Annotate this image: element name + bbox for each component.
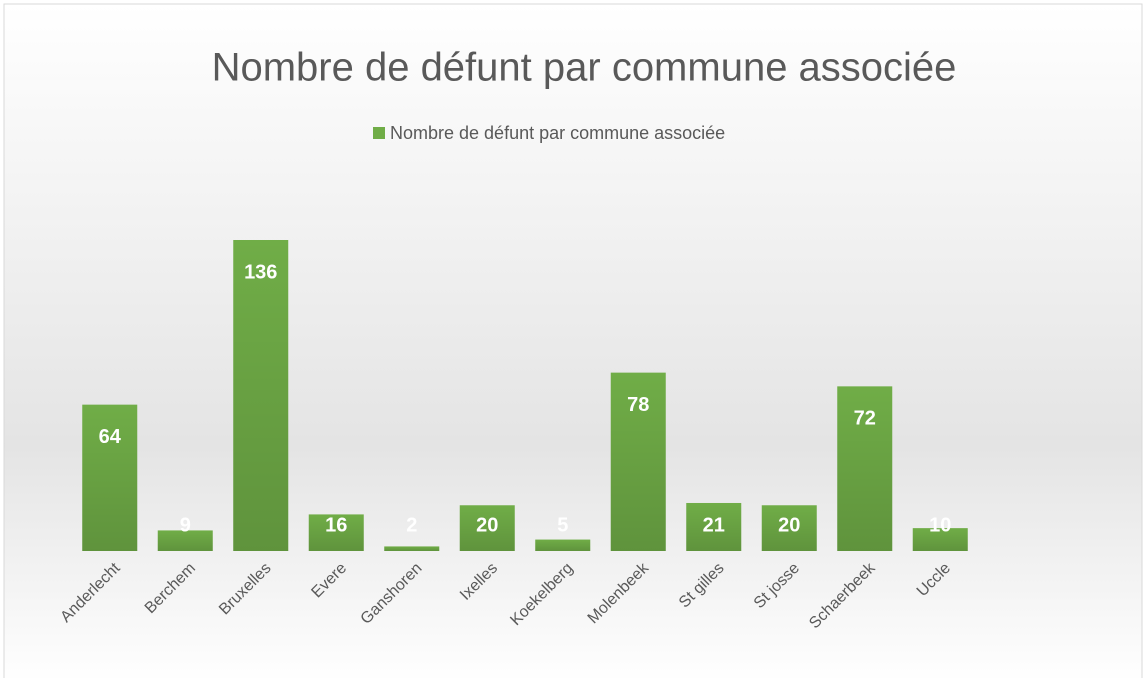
bar-shade [308,514,364,551]
data-label: 78 [627,394,649,416]
bar-shade [837,386,893,551]
data-label: 64 [99,426,122,448]
bar-shade [686,502,742,551]
data-label: 10 [929,514,951,536]
bar-shade [157,530,213,551]
bar-shade [610,372,666,551]
legend-label: Nombre de défunt par commune associée [390,123,725,143]
data-label: 9 [180,514,191,536]
bar-shade [82,404,138,551]
data-label: 136 [244,261,277,283]
chart-title: Nombre de défunt par commune associée [212,46,957,90]
data-label: 16 [325,514,347,536]
bar-shade [535,539,591,551]
chart-frame [3,3,1143,678]
bar-shade [233,240,289,551]
bar-shade [912,528,968,551]
data-label: 2 [406,514,417,536]
data-label: 20 [476,514,498,536]
legend: Nombre de défunt par commune associée [373,123,725,143]
data-label: 20 [778,514,800,536]
data-label: 21 [703,514,725,536]
data-label: 72 [854,408,876,430]
bar-shade [761,505,817,551]
bar-shade [459,505,515,551]
bar-shade [384,546,440,551]
data-label: 5 [557,514,568,536]
legend-swatch [373,127,385,139]
